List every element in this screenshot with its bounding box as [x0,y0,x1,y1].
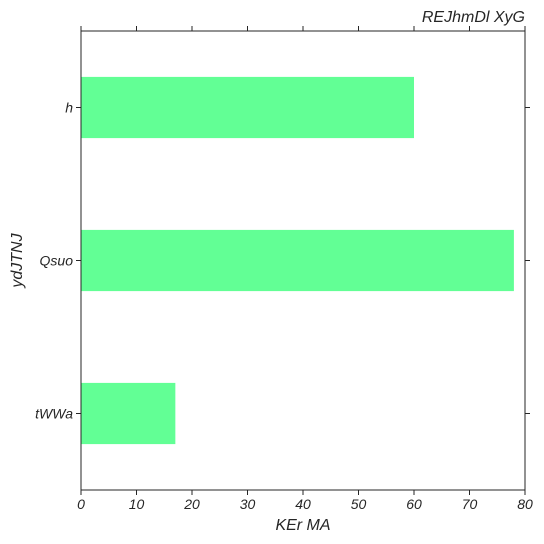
x-tick-label: 60 [406,496,422,512]
x-tick-label: 10 [129,496,145,512]
y-axis-title: ydJTNJ [9,232,26,288]
y-tick-label: h [65,100,73,116]
chart-title: REJhmDl XyG [422,9,525,26]
x-tick-label: 50 [351,496,367,512]
y-tick-label: tWWa [35,406,73,422]
x-tick-label: 70 [462,496,478,512]
x-axis-title: KEr MA [275,517,330,534]
x-tick-label: 40 [295,496,311,512]
plot-frame [80,30,526,491]
ticks-group [76,26,530,495]
x-tick-label: 0 [77,496,85,512]
x-tick-label: 80 [517,496,533,512]
labels-group: h Qsuo tWWa 0 10 20 30 40 50 60 70 80 [35,100,533,513]
bars-group [81,76,514,445]
bar-tWWa [81,382,176,445]
bar-h [81,76,414,139]
bar-Qsuo [81,229,514,292]
x-tick-label: 30 [240,496,256,512]
x-tick-label: 20 [183,496,200,512]
y-tick-label: Qsuo [40,253,74,269]
